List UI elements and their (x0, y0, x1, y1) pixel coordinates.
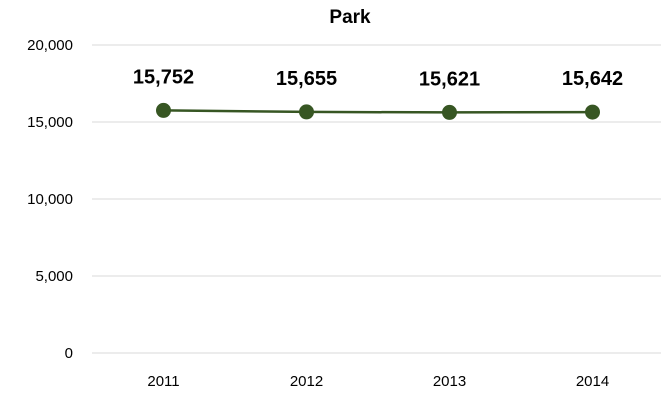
data-point-2013 (442, 104, 457, 120)
y-tick-label-0: 0 (65, 345, 73, 362)
y-tick-label-2: 10,000 (27, 191, 73, 208)
data-labels: 15,752 15,655 15,621 15,642 (133, 66, 623, 90)
x-tick-label-2013: 2013 (433, 373, 466, 390)
series (156, 102, 600, 120)
data-label-2012: 15,655 (276, 68, 337, 90)
data-label-2011: 15,752 (133, 66, 194, 88)
data-point-2011 (156, 102, 171, 118)
data-point-2014 (585, 104, 600, 120)
chart-title: Park (329, 7, 371, 28)
y-tick-label-4: 20,000 (27, 37, 73, 54)
data-point-2012 (299, 104, 314, 120)
x-tick-label-2012: 2012 (290, 373, 323, 390)
series-line-0 (163, 109, 593, 114)
y-axis: 0 5,000 10,000 15,000 20,000 (27, 37, 73, 362)
x-tick-label-2014: 2014 (576, 373, 609, 390)
x-tick-label-2011: 2011 (147, 373, 179, 390)
data-label-2014: 15,642 (562, 68, 623, 90)
gridlines (92, 44, 661, 354)
x-axis: 2011 2012 2013 2014 (147, 373, 609, 390)
y-tick-label-1: 5,000 (35, 268, 73, 285)
data-label-2013: 15,621 (419, 68, 480, 90)
y-tick-label-3: 15,000 (27, 114, 73, 131)
